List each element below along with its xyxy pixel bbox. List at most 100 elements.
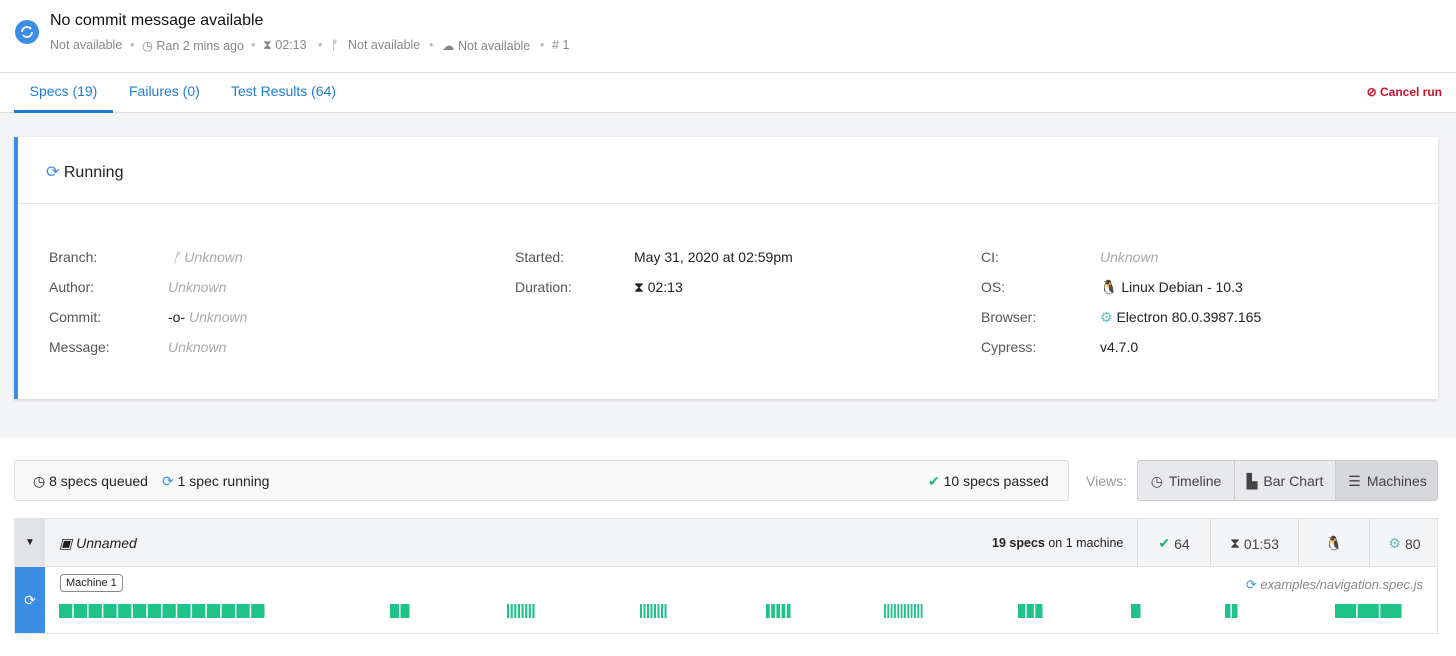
spec-segment bbox=[643, 604, 646, 618]
detail-value: ᚠ Unknown bbox=[172, 249, 243, 265]
spec-segment bbox=[1380, 604, 1402, 618]
detail-value-text: Electron 80.0.3987.165 bbox=[1116, 309, 1262, 325]
spec-segment bbox=[514, 604, 517, 618]
detail-value: Unknown bbox=[168, 279, 227, 295]
queued-text: 8 specs queued bbox=[49, 473, 148, 489]
detail-value: ⧗ 02:13 bbox=[634, 279, 683, 295]
detail-value: ⚙ Electron 80.0.3987.165 bbox=[1100, 309, 1262, 325]
spec-segment bbox=[647, 604, 649, 618]
spec-segment bbox=[907, 604, 910, 618]
spec-segment bbox=[657, 604, 660, 618]
spec-segment bbox=[236, 604, 250, 618]
spec-segment bbox=[650, 604, 653, 618]
machine-row: ⟳ Machine 1 ⟳ examples/navigation.spec.j… bbox=[14, 567, 1438, 634]
spec-segment bbox=[1335, 604, 1357, 618]
spec-segment bbox=[532, 604, 535, 618]
tab[interactable]: Specs (19) bbox=[14, 83, 113, 113]
spec-segment bbox=[917, 604, 920, 618]
collapse-toggle[interactable]: ▼ bbox=[15, 519, 45, 566]
spec-segment bbox=[1018, 604, 1026, 618]
view-button-text: Timeline bbox=[1168, 473, 1222, 489]
spec-segment bbox=[521, 604, 524, 618]
divider bbox=[18, 203, 1438, 204]
spec-segment bbox=[59, 604, 73, 618]
spec-count: 19 specs bbox=[992, 536, 1045, 550]
tab[interactable]: Test Results (64) bbox=[231, 83, 337, 99]
run-status-text: Running bbox=[63, 164, 124, 181]
passed-count: 64 bbox=[1174, 535, 1190, 552]
machine-count: on 1 machine bbox=[1048, 536, 1124, 550]
spec-segment bbox=[781, 604, 786, 618]
spec-segment bbox=[206, 604, 221, 618]
duration-cell: ⧗ 01:53 bbox=[1210, 519, 1298, 568]
queued: ◷ 8 specs queued bbox=[33, 473, 148, 489]
browser-version: 80 bbox=[1404, 535, 1421, 552]
passed-cell: ✔ 64 bbox=[1137, 519, 1210, 568]
spec-segment bbox=[894, 604, 896, 618]
spec-segment bbox=[510, 604, 513, 618]
spec-segment bbox=[1131, 604, 1141, 618]
os-cell: 🐧 bbox=[1298, 519, 1369, 568]
status-icon bbox=[15, 20, 39, 44]
view-button[interactable]: ▙ Bar Chart bbox=[1235, 461, 1336, 500]
view-button-text: Bar Chart bbox=[1263, 473, 1324, 489]
passed: ✔ 10 specs passed bbox=[928, 473, 1049, 489]
spec-segment bbox=[786, 604, 791, 618]
passed-text: 10 specs passed bbox=[943, 473, 1049, 489]
view-button[interactable]: ◷ Timeline bbox=[1138, 461, 1235, 500]
tab-bar bbox=[0, 73, 1456, 113]
timeline bbox=[59, 604, 1402, 618]
detail-value: Unknown bbox=[168, 339, 227, 355]
spec-segment bbox=[73, 604, 88, 618]
meta-git: ᚠ Not available bbox=[331, 38, 421, 52]
detail-value-text: Unknown bbox=[189, 309, 248, 325]
run-panel bbox=[14, 137, 1438, 399]
spec-segment bbox=[177, 604, 191, 618]
browser-cell: ⚙ 80 bbox=[1369, 519, 1439, 568]
detail-value-text: 02:13 bbox=[647, 279, 683, 295]
group-specs: 19 specs on 1 machine bbox=[992, 536, 1123, 550]
spec-segment bbox=[1232, 604, 1238, 618]
spec-segment bbox=[661, 604, 663, 618]
spec-segment bbox=[900, 604, 903, 618]
view-button-text: Machines bbox=[1366, 473, 1427, 489]
running: ⟳ 1 spec running bbox=[162, 473, 270, 489]
meta-ci: ☁ Not available bbox=[442, 39, 531, 53]
spec-segment bbox=[507, 604, 510, 618]
meta-duration-text: 02:13 bbox=[275, 38, 307, 52]
views-label: Views: bbox=[1086, 473, 1127, 489]
detail-label: Commit: bbox=[49, 309, 102, 325]
spec-segment bbox=[517, 604, 520, 618]
spec-segment bbox=[1035, 604, 1043, 618]
header bbox=[0, 0, 1456, 73]
detail-label: Branch: bbox=[49, 249, 98, 265]
meta-ci-text: Not available bbox=[457, 39, 531, 53]
cancel-run[interactable]: ⊘ Cancel run bbox=[1366, 85, 1442, 99]
detail-label: Cypress: bbox=[981, 339, 1037, 355]
tab[interactable]: Failures (0) bbox=[129, 83, 200, 99]
spec-segment bbox=[103, 604, 117, 618]
spec-segment bbox=[132, 604, 147, 618]
spec-segment bbox=[400, 604, 410, 618]
detail-label: Message: bbox=[49, 339, 110, 355]
cancel-run-text: Cancel run bbox=[1379, 85, 1442, 99]
spec-segment bbox=[914, 604, 916, 618]
meta-duration: ⧗ 02:13 bbox=[263, 38, 307, 52]
group-name: ▣ Unnamed bbox=[59, 535, 137, 551]
spec-segment bbox=[904, 604, 906, 618]
spec-segment bbox=[1357, 604, 1379, 618]
group-row: ▼ ▣ Unnamed 19 specs on 1 machine ✔ 64 ⧗ 0… bbox=[14, 518, 1439, 568]
spec-segment bbox=[147, 604, 161, 618]
spec-segment bbox=[890, 604, 893, 618]
detail-value: May 31, 2020 at 02:59pm bbox=[634, 249, 793, 265]
spec-segment bbox=[162, 604, 176, 618]
meta-run-number-text: 1 bbox=[562, 38, 570, 52]
duration: 01:53 bbox=[1243, 535, 1279, 552]
spec-segment bbox=[920, 604, 923, 618]
spec-segment bbox=[640, 604, 642, 618]
view-button[interactable]: ☰ Machines bbox=[1336, 461, 1437, 500]
spec-segment bbox=[766, 604, 770, 618]
title: No commit message available bbox=[50, 12, 264, 29]
view-switcher: ◷ Timeline ▙ Bar Chart ☰ Machines bbox=[1137, 460, 1438, 501]
